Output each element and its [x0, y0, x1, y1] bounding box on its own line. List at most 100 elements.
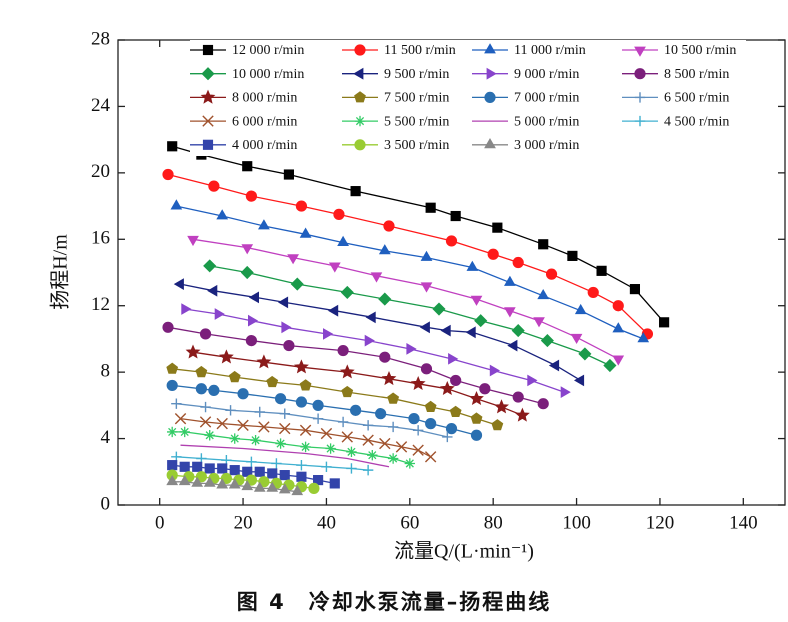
y-axis-label: 扬程H/m — [49, 234, 72, 310]
marker — [294, 359, 309, 374]
y-tick-label: 12 — [91, 294, 110, 315]
marker — [527, 374, 538, 387]
marker — [578, 347, 592, 361]
marker — [295, 200, 308, 212]
marker — [350, 404, 362, 416]
marker — [346, 463, 357, 474]
marker — [328, 304, 339, 317]
marker — [596, 265, 607, 276]
marker — [229, 465, 240, 476]
marker — [448, 353, 459, 365]
marker — [216, 478, 229, 489]
marker — [246, 456, 257, 468]
marker — [412, 425, 424, 436]
marker — [166, 362, 179, 374]
marker — [296, 471, 307, 482]
marker — [341, 385, 354, 398]
x-tick-label: 20 — [234, 512, 253, 533]
marker — [328, 262, 341, 273]
marker — [425, 418, 437, 430]
marker — [278, 296, 289, 309]
y-tick-label: 4 — [101, 427, 111, 448]
marker — [245, 190, 257, 202]
marker — [279, 408, 290, 419]
marker — [354, 115, 366, 127]
legend-label: 5 000 r/min — [514, 114, 579, 129]
marker — [512, 391, 524, 403]
marker — [341, 431, 353, 443]
x-tick-label: 0 — [155, 512, 165, 533]
marker — [465, 326, 476, 339]
y-tick-label: 0 — [101, 493, 111, 514]
marker — [216, 417, 228, 430]
marker — [533, 317, 545, 328]
marker — [560, 386, 571, 398]
marker — [325, 443, 336, 454]
series — [181, 303, 571, 398]
marker — [271, 458, 282, 469]
marker — [466, 260, 479, 271]
legend-item: 7 000 r/min — [472, 91, 579, 106]
marker — [320, 427, 333, 440]
marker — [353, 67, 364, 80]
series — [187, 235, 625, 366]
series — [166, 362, 504, 431]
legend-item: 11 000 r/min — [472, 43, 586, 58]
marker — [300, 441, 311, 453]
marker — [291, 484, 304, 496]
marker — [245, 334, 257, 347]
legend-item: 10 000 r/min — [190, 67, 304, 82]
marker — [167, 460, 178, 471]
marker — [199, 328, 212, 340]
marker — [287, 254, 299, 265]
marker — [491, 419, 504, 431]
marker — [470, 412, 483, 424]
legend-label: 10 500 r/min — [664, 43, 736, 58]
x-tick-label: 60 — [400, 512, 419, 533]
series — [173, 278, 585, 387]
marker — [228, 370, 241, 383]
marker — [362, 434, 374, 446]
marker — [484, 43, 496, 54]
series-line — [180, 417, 432, 458]
marker — [410, 375, 426, 391]
marker — [299, 379, 312, 391]
marker — [634, 92, 646, 103]
legend-item: 7 500 r/min — [342, 91, 449, 106]
marker — [362, 420, 374, 431]
series — [170, 199, 650, 343]
marker — [445, 235, 458, 247]
x-tick-label: 80 — [484, 512, 503, 533]
marker — [283, 339, 295, 352]
marker — [216, 209, 229, 220]
marker — [419, 321, 430, 334]
marker — [387, 453, 399, 464]
marker — [538, 239, 549, 250]
marker — [507, 339, 518, 352]
legend: 12 000 r/min 11 500 r/min 11 000 r/min 10 5… — [190, 40, 746, 156]
legend-label: 6 000 r/min — [232, 114, 297, 129]
series — [167, 141, 670, 328]
marker — [207, 284, 218, 297]
marker — [242, 161, 253, 172]
marker — [321, 461, 332, 473]
marker — [504, 275, 516, 286]
marker — [474, 314, 488, 328]
marker — [299, 227, 312, 238]
series-line — [180, 283, 582, 381]
marker — [296, 459, 307, 471]
marker — [537, 289, 550, 300]
marker — [179, 426, 190, 438]
marker — [470, 429, 483, 441]
marker — [634, 46, 646, 57]
legend-label: 10 000 r/min — [232, 67, 304, 82]
marker — [634, 115, 646, 127]
marker — [420, 282, 433, 293]
marker — [278, 483, 291, 494]
marker — [322, 328, 334, 340]
legend-label: 5 500 r/min — [384, 114, 449, 129]
marker — [450, 210, 461, 222]
marker — [248, 291, 260, 304]
marker — [404, 458, 416, 469]
marker — [440, 324, 451, 337]
